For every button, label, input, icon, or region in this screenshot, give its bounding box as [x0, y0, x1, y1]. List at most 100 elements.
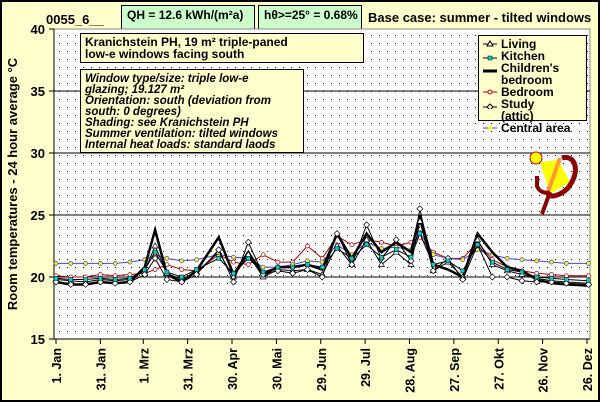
legend-item-children: Children's bedroom	[479, 62, 586, 86]
x-tick-label: 26. Nov	[537, 348, 551, 393]
data-point	[231, 271, 236, 276]
data-point	[349, 242, 355, 248]
data-point	[151, 254, 159, 262]
data-point	[194, 267, 199, 272]
data-point	[363, 221, 371, 229]
data-point	[231, 259, 236, 265]
data-point	[549, 275, 554, 281]
data-point	[260, 252, 266, 258]
parameter-line: glazing; 19.127 m²	[85, 84, 185, 96]
data-point	[127, 259, 133, 265]
data-point	[563, 273, 569, 279]
data-point	[260, 269, 266, 275]
data-point	[504, 267, 510, 272]
data-point	[193, 271, 201, 279]
data-point	[460, 268, 466, 274]
data-point	[53, 275, 59, 281]
chart-title: Base case: summer - tilted windows	[368, 10, 592, 25]
data-point	[152, 267, 158, 272]
legend-label: Kitchen	[501, 49, 546, 63]
square-marker-icon	[483, 55, 497, 61]
data-point	[178, 278, 186, 286]
legend-label: Central area	[501, 121, 571, 135]
data-point	[231, 254, 236, 260]
data-point	[83, 261, 88, 266]
y-tick-label: 25	[31, 208, 45, 223]
building-description-box: Kranichstein PH, 19 m² triple-paned low-…	[80, 33, 364, 63]
data-point	[393, 247, 399, 252]
legend-label: Study (attic)	[501, 97, 535, 123]
data-point	[305, 262, 310, 267]
thick-line-icon	[483, 69, 497, 73]
data-point	[98, 275, 103, 281]
data-point	[334, 246, 340, 251]
data-point	[112, 261, 118, 266]
data-point	[586, 261, 591, 266]
data-point	[333, 230, 341, 238]
data-point	[488, 273, 496, 281]
y-tick-label: 40	[31, 22, 45, 37]
data-point	[563, 261, 569, 266]
data-point	[260, 264, 266, 270]
x-tick-label: 1. Jan	[50, 348, 64, 383]
description-line: Kranichstein PH, 19 m² triple-paned	[85, 35, 288, 49]
legend-item-kitchen: Kitchen	[479, 50, 586, 62]
data-point	[504, 256, 510, 261]
legend-item-living: Living	[479, 38, 586, 50]
data-point	[245, 262, 251, 267]
data-point	[67, 280, 75, 288]
data-point	[490, 259, 495, 265]
x-tick-label: 1. Mrz	[137, 348, 151, 383]
data-point	[194, 257, 199, 262]
logo-icon	[529, 151, 578, 215]
data-point	[416, 217, 424, 224]
series-line-2	[55, 214, 589, 287]
triangle-marker-icon	[483, 40, 497, 47]
data-point	[127, 275, 133, 281]
data-point	[379, 254, 384, 260]
legend-label: Bedroom	[501, 85, 554, 99]
data-point	[141, 271, 149, 279]
data-point	[362, 236, 371, 243]
data-point	[417, 231, 423, 236]
data-point	[164, 256, 170, 261]
data-point	[379, 239, 384, 245]
data-point	[318, 273, 326, 281]
data-point	[586, 273, 591, 279]
legend-item-central: Central area	[479, 122, 586, 134]
data-point	[460, 257, 466, 262]
y-tick-label: 15	[31, 332, 45, 347]
x-tick-label: 29. Jun	[315, 348, 329, 391]
data-point	[319, 264, 325, 270]
x-tick-label: 26. Dez	[581, 348, 595, 391]
data-point	[518, 277, 526, 285]
data-point	[408, 254, 414, 260]
data-point	[215, 246, 223, 254]
data-point	[98, 261, 103, 266]
x-tick-label: 31. Mrz	[182, 348, 196, 390]
data-point	[392, 236, 400, 244]
data-point	[289, 269, 297, 277]
data-point	[275, 259, 281, 265]
x-tick-label: 27. Sep	[448, 348, 462, 392]
data-point	[163, 275, 171, 283]
diamond-marker-icon	[483, 103, 497, 109]
x-tick-label: 31. Jan	[94, 348, 108, 390]
parameter-line: Window type/size: triple low-e	[85, 73, 249, 85]
data-point	[290, 264, 295, 270]
data-point	[179, 274, 184, 280]
data-point	[303, 266, 311, 274]
data-point	[246, 256, 251, 261]
data-point	[229, 278, 237, 286]
data-point	[68, 261, 74, 266]
case-id: 0055_6__	[46, 12, 104, 27]
data-point	[445, 258, 451, 264]
x-tick-label: 27. Okt	[492, 347, 506, 390]
data-point	[305, 243, 310, 249]
h-label: hθ>=25° =	[264, 8, 321, 22]
data-point	[142, 267, 147, 272]
overheating-box: hθ>=25° = 0.68%	[258, 5, 362, 30]
data-point	[112, 277, 118, 282]
data-point	[179, 267, 185, 272]
data-point	[534, 274, 539, 280]
